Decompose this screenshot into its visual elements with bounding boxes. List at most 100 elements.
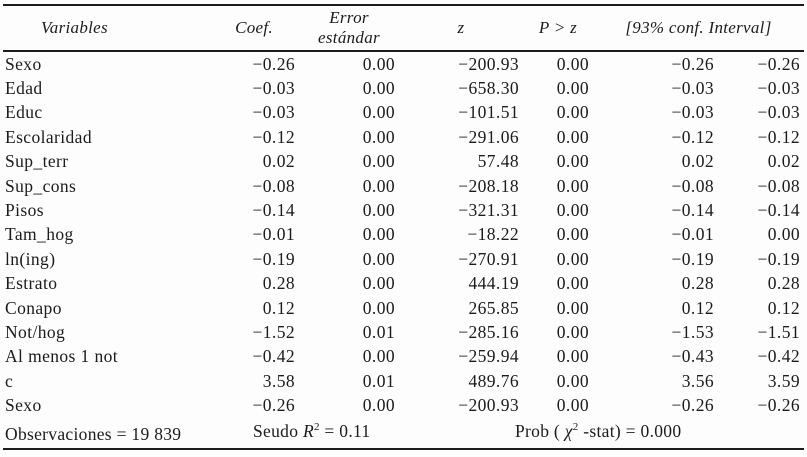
z-cell: 265.85 <box>468 297 519 318</box>
variable-cell: Not/hog <box>5 321 66 342</box>
variable-cell: Edad <box>5 78 43 99</box>
table-row: Conapo 0.12 0.00 265.85 0.00 0.12 0.12 <box>3 296 804 320</box>
ci-high-cell: −0.26 <box>757 53 801 74</box>
coef-cell: −0.08 <box>252 175 295 196</box>
table-row: Sup_cons −0.08 0.00 −208.18 0.00 −0.08 −0.08 <box>3 174 804 198</box>
pseudo-r2-value: = 0.11 <box>319 420 371 441</box>
z-cell: 57.48 <box>477 151 519 172</box>
prob-prefix: Prob ( <box>515 420 565 441</box>
coef-cell: −0.19 <box>252 248 295 269</box>
z-cell: −270.91 <box>458 248 519 269</box>
table-row: ln(ing) −0.19 0.00 −270.91 0.00 −0.19 −0.19 <box>3 247 804 271</box>
p-cell: 0.00 <box>556 395 589 416</box>
p-cell: 0.00 <box>556 78 589 99</box>
coef-cell: −0.12 <box>252 126 295 147</box>
ci-high-cell: 3.59 <box>767 370 801 391</box>
se-cell: 0.00 <box>362 297 395 318</box>
se-cell: 0.00 <box>362 200 395 221</box>
se-cell: 0.00 <box>362 395 395 416</box>
z-cell: −200.93 <box>458 395 519 416</box>
ci-high-cell: −1.51 <box>757 321 801 342</box>
ci-low-cell: 0.12 <box>681 297 714 318</box>
z-cell: −285.16 <box>458 321 519 342</box>
col-header-coef: Coef. <box>209 5 299 52</box>
p-cell: 0.00 <box>556 175 589 196</box>
variable-cell: Sexo <box>5 53 42 74</box>
chi-exponent: 2 <box>572 421 579 434</box>
ci-low-cell: −1.53 <box>671 321 714 342</box>
table-row: Estrato 0.28 0.00 444.19 0.00 0.28 0.28 <box>3 272 804 296</box>
coef-cell: 0.02 <box>262 151 295 172</box>
z-cell: −259.94 <box>458 346 519 367</box>
ci-high-cell: −0.08 <box>757 175 801 196</box>
ci-low-cell: −0.19 <box>671 248 714 269</box>
se-cell: 0.01 <box>362 370 395 391</box>
se-cell: 0.00 <box>362 151 395 172</box>
variable-cell: Estrato <box>5 273 58 294</box>
ci-high-cell: 0.12 <box>767 297 801 318</box>
col-header-z: z <box>399 5 523 52</box>
ci-low-cell: −0.08 <box>671 175 714 196</box>
pseudo-r2-note: Seudo R2 = 0.11 <box>253 421 370 442</box>
table-row: Pisos −0.14 0.00 −321.31 0.00 −0.14 −0.14 <box>3 198 804 222</box>
p-cell: 0.00 <box>556 126 589 147</box>
table-footer: Observaciones = 19 839 Seudo R2 = 0.11 P… <box>3 418 804 450</box>
se-cell: 0.00 <box>362 102 395 123</box>
p-cell: 0.00 <box>556 370 589 391</box>
table-body: Sexo −0.26 0.00 −200.93 0.00 −0.26 −0.26 Edad −0… <box>3 51 804 418</box>
header-row: Variables Coef. Error estándar z P > z [… <box>3 5 805 52</box>
variable-cell: Pisos <box>5 200 44 221</box>
z-cell: −200.93 <box>458 53 519 74</box>
ci-high-cell: −0.14 <box>757 200 801 221</box>
se-cell: 0.00 <box>362 126 395 147</box>
se-cell: 0.00 <box>362 224 395 245</box>
prob-value: -stat) = 0.000 <box>578 420 682 441</box>
pseudo-r2-symbol: R <box>302 420 314 441</box>
coef-cell: 0.28 <box>262 273 295 294</box>
variable-cell: Conapo <box>5 297 62 318</box>
variable-cell: c <box>5 370 14 391</box>
ci-low-cell: 3.56 <box>681 370 714 391</box>
ci-low-cell: −0.14 <box>671 200 714 221</box>
ci-high-cell: 0.00 <box>767 224 801 245</box>
coef-cell: −0.42 <box>252 346 295 367</box>
ci-low-cell: −0.26 <box>671 395 714 416</box>
coef-cell: −0.14 <box>252 200 295 221</box>
p-cell: 0.00 <box>556 200 589 221</box>
coef-cell: 3.58 <box>262 370 295 391</box>
se-cell: 0.00 <box>362 53 395 74</box>
table-row: Tam_hog −0.01 0.00 −18.22 0.00 −0.01 0.00 <box>3 223 804 247</box>
z-cell: −18.22 <box>467 224 519 245</box>
variable-cell: Sup_cons <box>5 175 77 196</box>
z-cell: −101.51 <box>458 102 519 123</box>
p-cell: 0.00 <box>556 273 589 294</box>
pseudo-r2-prefix: Seudo <box>253 420 303 441</box>
table-row: Educ −0.03 0.00 −101.51 0.00 −0.03 −0.03 <box>3 101 804 125</box>
se-cell: 0.00 <box>362 78 395 99</box>
regression-table: Variables Coef. Error estándar z P > z [… <box>3 4 805 418</box>
ci-high-cell: −0.03 <box>757 102 801 123</box>
z-cell: −208.18 <box>458 175 519 196</box>
variable-cell: Educ <box>5 102 43 123</box>
se-cell: 0.00 <box>362 248 395 269</box>
table-row: Sexo −0.26 0.00 −200.93 0.00 −0.26 −0.26 <box>3 393 804 417</box>
ci-low-cell: −0.26 <box>671 53 714 74</box>
ci-low-cell: 0.28 <box>681 273 714 294</box>
coef-cell: −0.03 <box>252 102 295 123</box>
col-header-conf-interval: [93% conf. Interval] <box>593 5 805 52</box>
col-header-p: P > z <box>523 5 593 52</box>
z-cell: −321.31 <box>458 200 519 221</box>
variable-cell: Al menos 1 not <box>5 346 119 367</box>
col-header-std-error: Error estándar <box>299 5 399 52</box>
p-cell: 0.00 <box>556 321 589 342</box>
p-cell: 0.00 <box>556 151 589 172</box>
variable-cell: Sexo <box>5 395 42 416</box>
ci-low-cell: −0.43 <box>671 346 714 367</box>
p-cell: 0.00 <box>556 346 589 367</box>
ci-high-cell: −0.12 <box>757 126 801 147</box>
table-row: Edad −0.03 0.00 −658.30 0.00 −0.03 −0.03 <box>3 76 804 100</box>
ci-low-cell: −0.03 <box>671 102 714 123</box>
ci-high-cell: −0.03 <box>757 78 801 99</box>
p-cell: 0.00 <box>556 297 589 318</box>
ci-low-cell: 0.02 <box>681 151 714 172</box>
